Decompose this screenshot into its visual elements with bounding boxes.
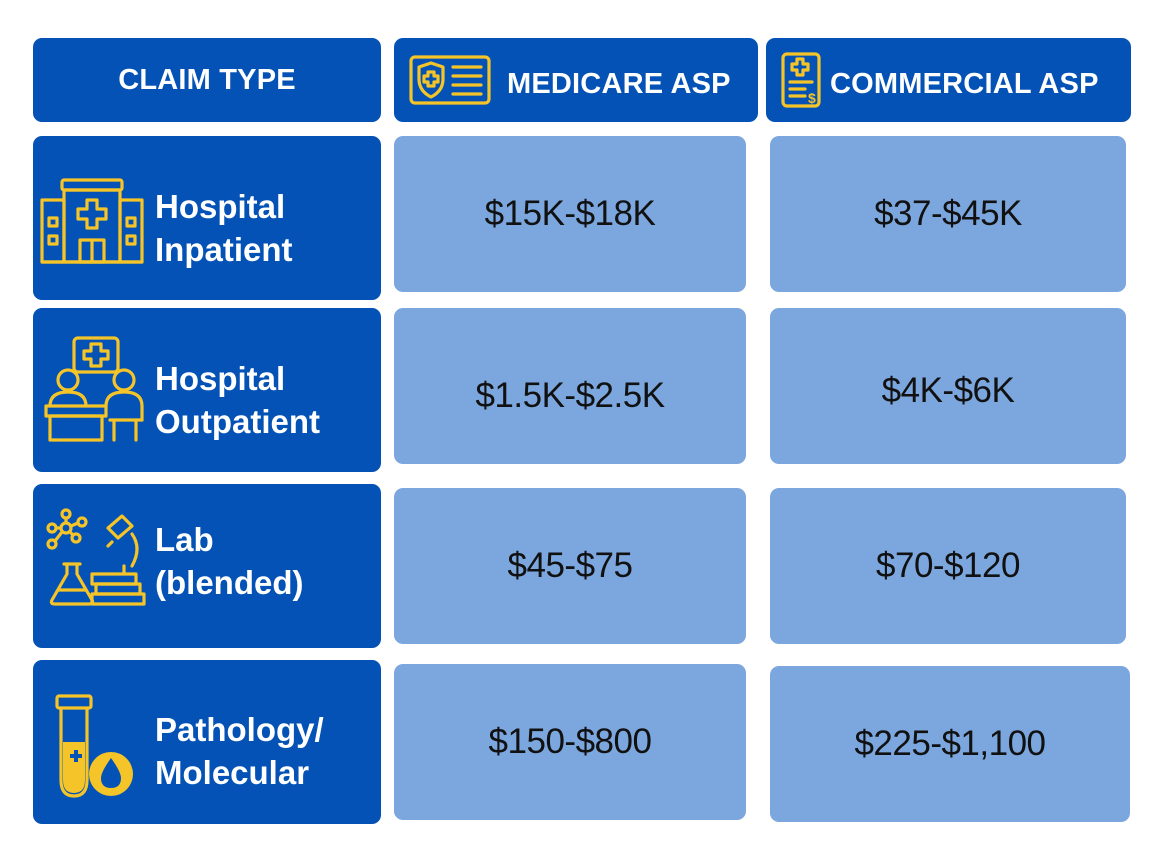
medicare-value-hospital-outpatient: $1.5K-$2.5K (394, 308, 746, 464)
medicare-value-pathology-molecular: $150-$800 (394, 664, 746, 820)
row-label-line1: Hospital (155, 360, 286, 397)
commercial-value-pathology-molecular: $225-$1,100 (770, 666, 1130, 822)
row-label-lab-blended: Lab (blended) (33, 484, 381, 648)
commercial-value-hospital-outpatient: $4K-$6K (770, 308, 1126, 464)
row-label-line2: Inpatient (155, 231, 293, 268)
insurance-card-icon (409, 55, 491, 105)
row-label-text: Lab (blended) (155, 518, 303, 604)
hospital-building-icon (40, 178, 144, 264)
row-label-line2: Molecular (155, 754, 310, 791)
header-claim-type: CLAIM TYPE (33, 38, 381, 122)
row-label-line2: Outpatient (155, 403, 320, 440)
row-label-hospital-outpatient: Hospital Outpatient (33, 308, 381, 472)
row-label-hospital-inpatient: Hospital Inpatient (33, 136, 381, 300)
svg-text:$: $ (808, 90, 816, 106)
doctor-consultation-icon (44, 336, 144, 442)
row-label-line1: Lab (155, 521, 214, 558)
lab-microscope-icon (46, 508, 146, 606)
medicare-value-lab-blended: $45-$75 (394, 488, 746, 644)
test-tube-drop-icon (55, 694, 133, 798)
header-medicare-label: MEDICARE ASP (507, 68, 731, 100)
row-label-text: Hospital Outpatient (155, 357, 320, 443)
medicare-value-hospital-inpatient: $15K-$18K (394, 136, 746, 292)
header-claim-type-label: CLAIM TYPE (118, 63, 296, 96)
header-medicare: MEDICARE ASP (394, 38, 758, 122)
header-commercial: $ COMMERCIAL ASP (766, 38, 1131, 122)
row-label-line1: Pathology/ (155, 711, 324, 748)
row-label-line1: Hospital (155, 188, 286, 225)
commercial-value-lab-blended: $70-$120 (770, 488, 1126, 644)
row-label-line2: (blended) (155, 564, 304, 601)
row-label-text: Hospital Inpatient (155, 185, 293, 271)
invoice-document-icon: $ (781, 52, 821, 108)
row-label-text: Pathology/ Molecular (155, 708, 324, 794)
header-commercial-label: COMMERCIAL ASP (830, 68, 1099, 100)
row-label-pathology-molecular: Pathology/ Molecular (33, 660, 381, 824)
commercial-value-hospital-inpatient: $37-$45K (770, 136, 1126, 292)
